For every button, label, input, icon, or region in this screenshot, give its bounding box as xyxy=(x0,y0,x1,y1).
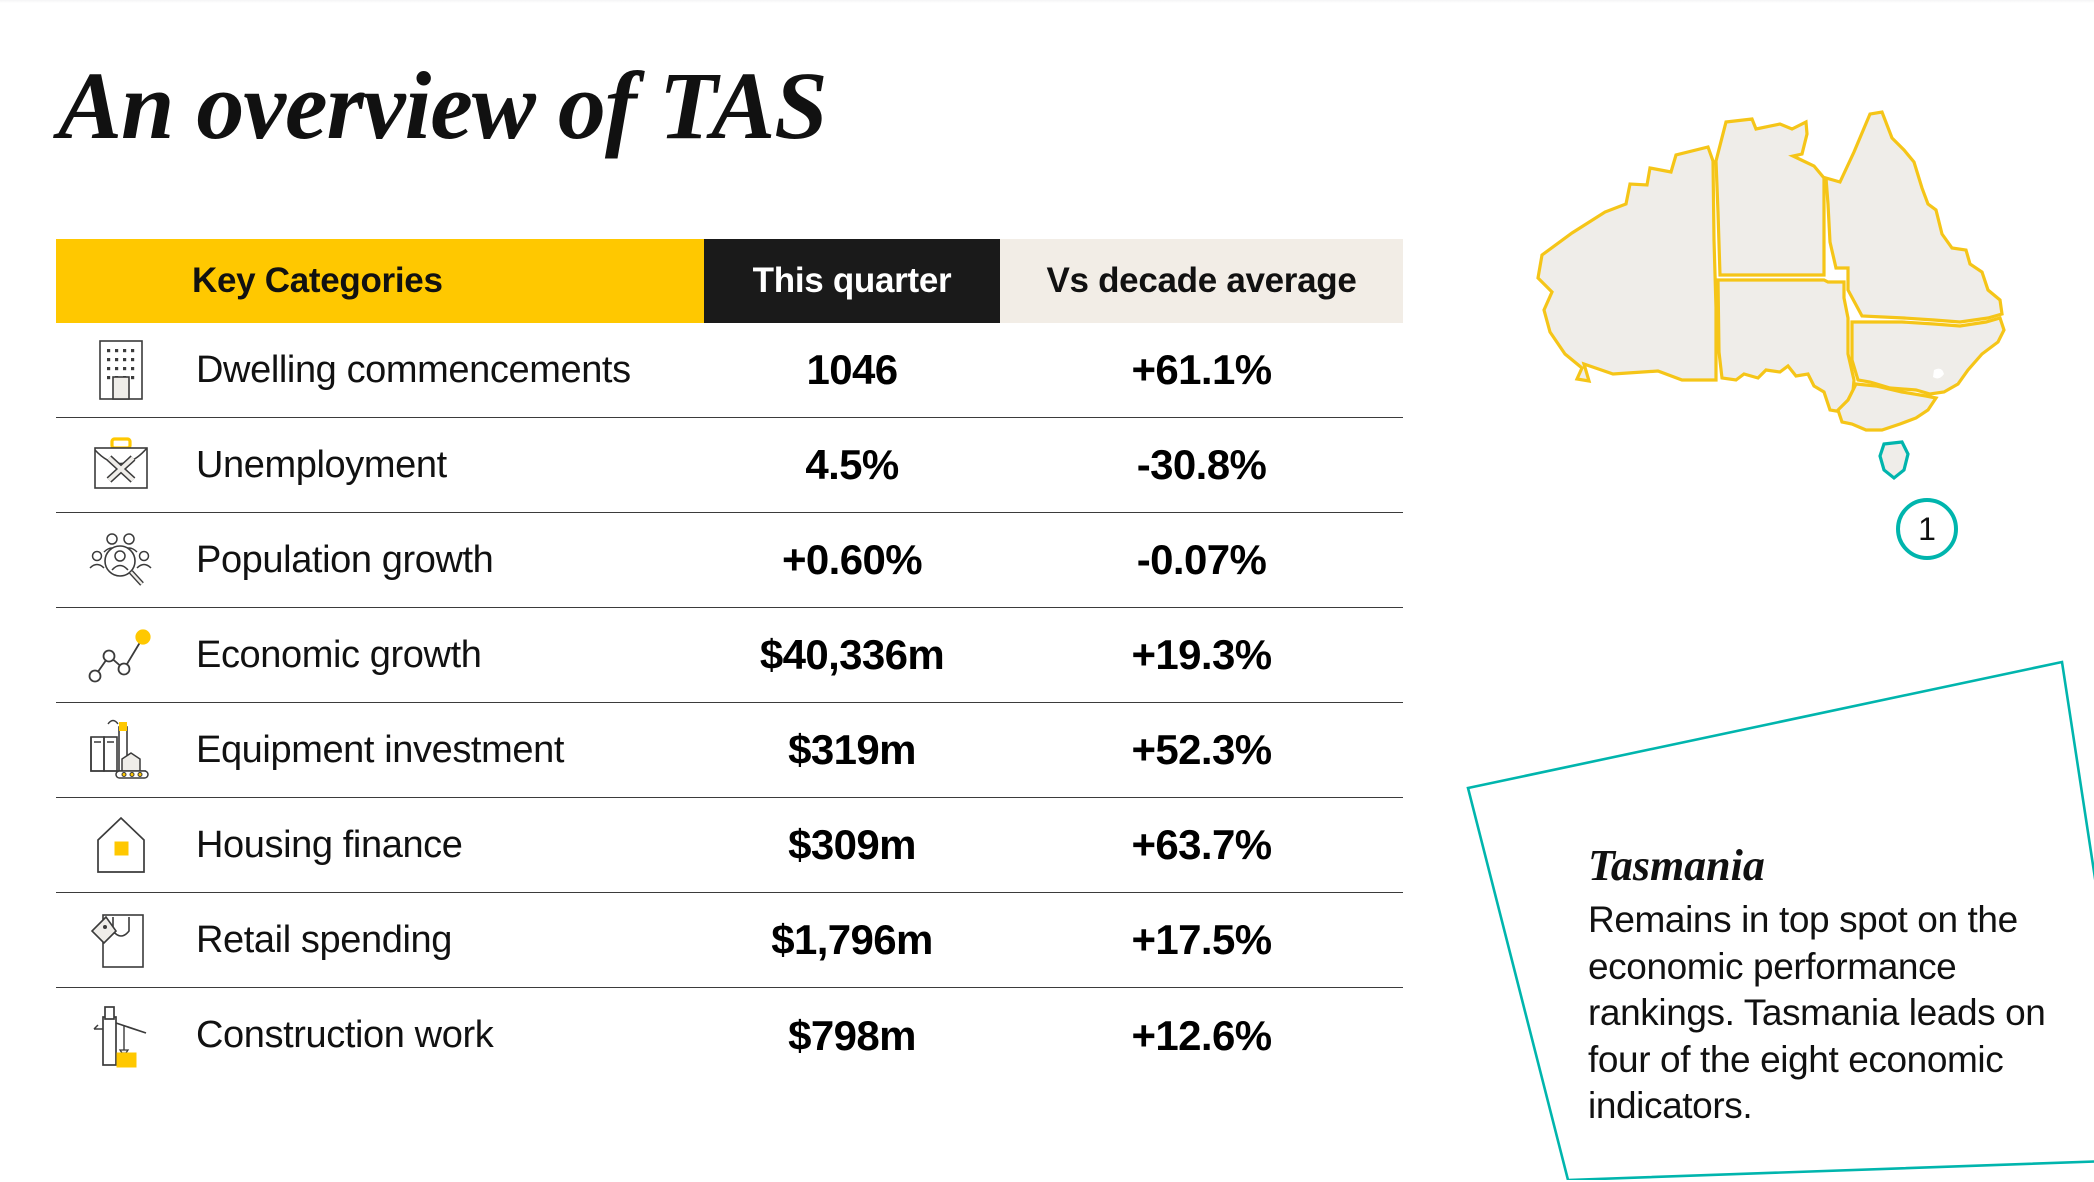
house-finance-icon xyxy=(82,810,160,880)
row-this-quarter-value: $1,796m xyxy=(771,916,933,963)
row-label: Equipment investment xyxy=(196,728,564,771)
row-vs-decade-value: +63.7% xyxy=(1131,821,1272,868)
row-vs-decade-value: +17.5% xyxy=(1131,916,1272,963)
table-row: Housing finance $309m +63.7% xyxy=(56,798,1403,893)
row-vs-decade-value: -0.07% xyxy=(1136,536,1267,583)
row-this-quarter-value: $40,336m xyxy=(759,631,945,678)
state-nt xyxy=(1714,117,1826,277)
table-row: Population growth +0.60% -0.07% xyxy=(56,513,1403,608)
tasmania-callout: Tasmania Remains in top spot on the econ… xyxy=(1438,640,2094,1180)
row-label: Unemployment xyxy=(196,443,447,486)
column-header-this-quarter: This quarter xyxy=(704,239,1000,323)
callout-text-block: Tasmania Remains in top spot on the econ… xyxy=(1588,840,2088,1130)
australia-map xyxy=(1530,92,2040,512)
top-divider xyxy=(0,0,2094,3)
badge-number: 1 xyxy=(1896,498,1958,560)
table-row: Dwelling commencements 1046 +61.1% xyxy=(56,323,1403,418)
row-vs-decade-value: -30.8% xyxy=(1136,441,1267,488)
state-vic xyxy=(1836,382,1939,432)
row-vs-decade-value: +19.3% xyxy=(1131,631,1272,678)
row-vs-decade-value: +52.3% xyxy=(1131,726,1272,773)
crane-construction-icon xyxy=(82,1001,160,1071)
state-tas-highlight xyxy=(1878,440,1910,481)
row-vs-decade-value: +12.6% xyxy=(1131,1011,1272,1059)
callout-body: Remains in top spot on the economic perf… xyxy=(1588,899,2046,1127)
callout-title: Tasmania xyxy=(1588,841,1765,890)
state-wa xyxy=(1536,145,1718,383)
row-this-quarter-value: 4.5% xyxy=(805,441,899,488)
table-row: Retail spending $1,796m +17.5% xyxy=(56,893,1403,988)
state-sa xyxy=(1716,278,1856,414)
building-dwelling-icon xyxy=(82,335,160,405)
row-vs-decade-value: +61.1% xyxy=(1131,346,1272,393)
row-label: Construction work xyxy=(196,1014,494,1056)
table-row: Construction work $798m +12.6% xyxy=(56,988,1403,1083)
table-row: Unemployment 4.5% -30.8% xyxy=(56,418,1403,513)
people-magnifier-icon xyxy=(82,525,160,595)
column-header-vs-decade-average: Vs decade average xyxy=(1000,239,1403,323)
column-header-category: Key Categories xyxy=(56,239,704,323)
tshirt-price-tag-icon xyxy=(82,905,160,975)
row-label: Housing finance xyxy=(196,823,463,866)
row-label: Dwelling commencements xyxy=(196,348,631,391)
table-row: Economic growth $40,336m +19.3% xyxy=(56,608,1403,703)
row-this-quarter-value: $309m xyxy=(788,821,916,868)
row-label: Population growth xyxy=(196,538,494,581)
territory-act xyxy=(1933,368,1944,379)
briefcase-cross-icon xyxy=(82,430,160,500)
page-title: An overview of TAS xyxy=(58,52,828,159)
factory-conveyor-icon xyxy=(82,715,160,785)
row-this-quarter-value: +0.60% xyxy=(781,536,923,583)
row-this-quarter-value: $798m xyxy=(788,1011,916,1059)
state-nsw xyxy=(1850,316,2006,396)
tasmania-badge[interactable]: 1 xyxy=(1896,498,1958,560)
row-this-quarter-value: 1046 xyxy=(806,346,898,393)
table-row: Equipment investment $319m +52.3% xyxy=(56,703,1403,798)
key-categories-table: Key Categories This quarter Vs decade av… xyxy=(56,239,1403,1083)
row-this-quarter-value: $319m xyxy=(788,726,916,773)
callout-frame-icon xyxy=(1466,660,2094,1180)
row-label: Retail spending xyxy=(196,918,452,961)
state-qld xyxy=(1824,110,2004,324)
table-header-row: Key Categories This quarter Vs decade av… xyxy=(56,239,1403,323)
row-label: Economic growth xyxy=(196,633,482,676)
line-chart-growth-icon xyxy=(82,620,160,690)
table-body: Dwelling commencements 1046 +61.1% Unemplo… xyxy=(56,323,1403,1083)
